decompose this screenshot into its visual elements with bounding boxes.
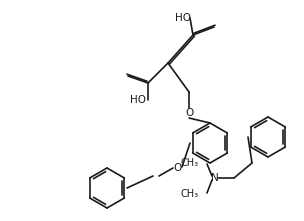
- Text: HO: HO: [130, 95, 146, 105]
- Text: CH₃: CH₃: [181, 189, 199, 199]
- Text: HO: HO: [175, 13, 191, 23]
- Text: CH₃: CH₃: [181, 158, 199, 168]
- Text: O: O: [174, 163, 182, 173]
- Text: O: O: [185, 108, 193, 118]
- Text: N: N: [211, 173, 219, 183]
